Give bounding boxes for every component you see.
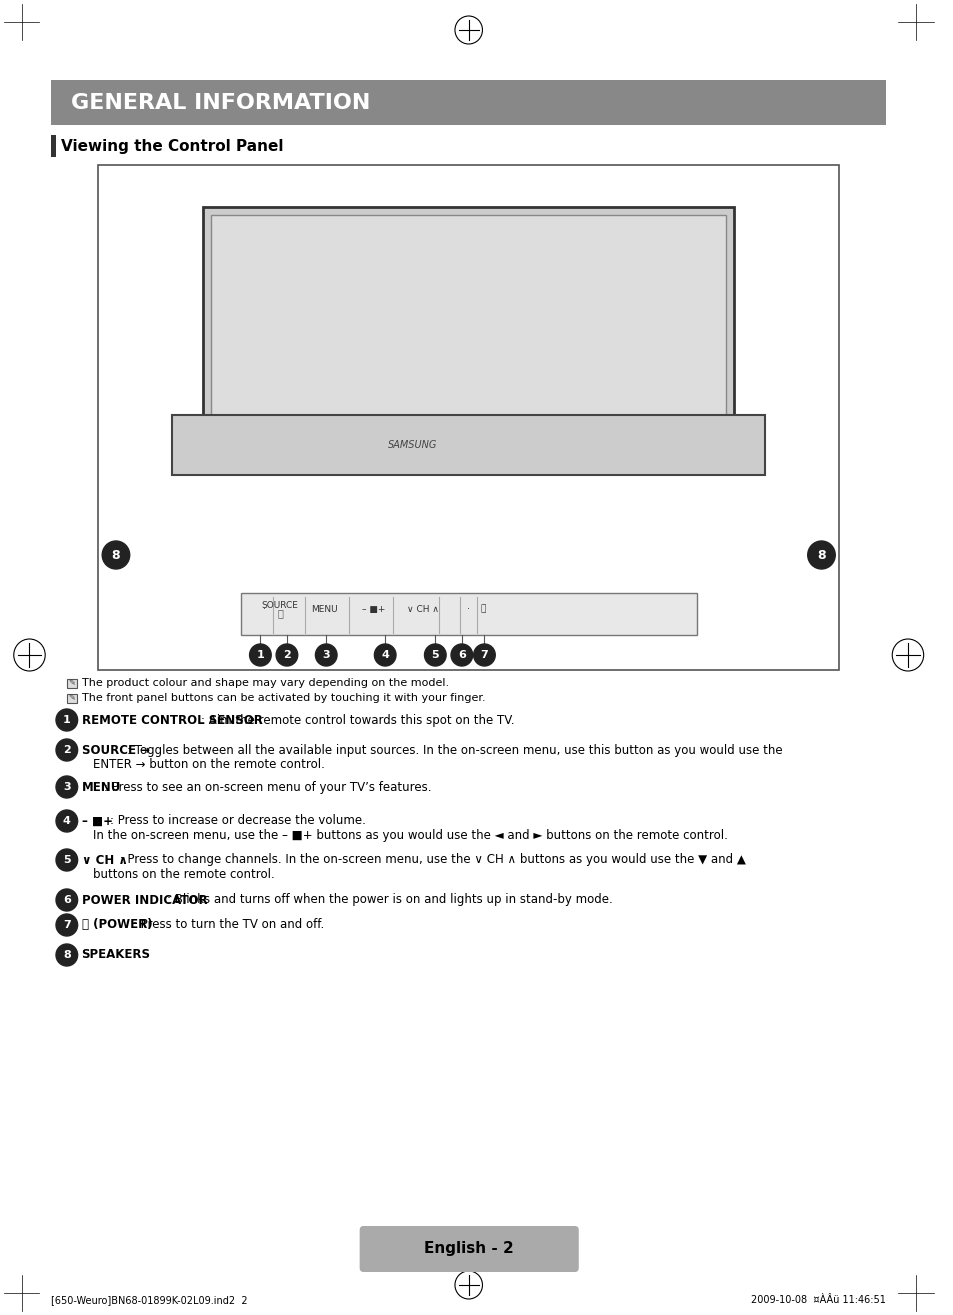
Text: SOURCE →: SOURCE → <box>81 743 150 756</box>
FancyBboxPatch shape <box>67 693 77 702</box>
Text: ⬜: ⬜ <box>276 608 283 618</box>
Text: 1: 1 <box>256 650 264 660</box>
Circle shape <box>56 889 77 911</box>
Text: 8: 8 <box>63 949 71 960</box>
Text: GENERAL INFORMATION: GENERAL INFORMATION <box>71 93 370 113</box>
Circle shape <box>56 849 77 871</box>
Text: SAMSUNG: SAMSUNG <box>388 441 436 450</box>
Circle shape <box>56 709 77 731</box>
FancyBboxPatch shape <box>203 206 733 443</box>
Text: 6: 6 <box>63 896 71 905</box>
Text: 7: 7 <box>480 650 488 660</box>
Text: 4: 4 <box>63 817 71 826</box>
Text: ·: · <box>466 604 469 614</box>
Text: MENU: MENU <box>311 605 337 614</box>
Text: The product colour and shape may vary depending on the model.: The product colour and shape may vary de… <box>81 679 448 688</box>
Text: 4: 4 <box>381 650 389 660</box>
FancyBboxPatch shape <box>240 593 696 635</box>
Text: SOURCE: SOURCE <box>261 601 298 609</box>
Text: 3: 3 <box>63 782 71 792</box>
Text: ✎: ✎ <box>69 679 75 688</box>
Circle shape <box>473 644 495 665</box>
Circle shape <box>56 944 77 967</box>
Bar <box>51 135 56 156</box>
Text: 5: 5 <box>431 650 438 660</box>
Text: 8: 8 <box>112 548 120 562</box>
Circle shape <box>56 810 77 832</box>
Circle shape <box>56 739 77 761</box>
Text: REMOTE CONTROL SENSOR: REMOTE CONTROL SENSOR <box>81 714 262 726</box>
Text: – ■+: – ■+ <box>361 605 385 614</box>
Text: : Aim the remote control towards this spot on the TV.: : Aim the remote control towards this sp… <box>201 714 515 726</box>
FancyBboxPatch shape <box>172 416 764 475</box>
Text: 1: 1 <box>63 715 71 725</box>
Text: MENU: MENU <box>81 781 121 793</box>
Text: 2009-10-08  ¤ÀÂü 11:46:51: 2009-10-08 ¤ÀÂü 11:46:51 <box>751 1295 885 1304</box>
Text: English - 2: English - 2 <box>423 1241 513 1257</box>
Text: ∨ CH ∧: ∨ CH ∧ <box>81 853 128 867</box>
Circle shape <box>451 644 472 665</box>
Circle shape <box>315 644 336 665</box>
Text: ✎: ✎ <box>69 693 75 702</box>
Text: : Press to see an on-screen menu of your TV’s features.: : Press to see an on-screen menu of your… <box>104 781 432 793</box>
Text: 3: 3 <box>322 650 330 660</box>
Text: : Blinks and turns off when the power is on and lights up in stand-by mode.: : Blinks and turns off when the power is… <box>167 893 612 906</box>
Text: ENTER → button on the remote control.: ENTER → button on the remote control. <box>93 757 325 771</box>
Circle shape <box>374 644 395 665</box>
FancyBboxPatch shape <box>98 164 839 671</box>
Text: POWER INDICATOR: POWER INDICATOR <box>81 893 207 906</box>
Text: Viewing the Control Panel: Viewing the Control Panel <box>61 138 283 154</box>
Text: : Press to change channels. In the on-screen menu, use the ∨ CH ∧ buttons as you: : Press to change channels. In the on-sc… <box>115 853 745 867</box>
Text: : Press to turn the TV on and off.: : Press to turn the TV on and off. <box>132 918 324 931</box>
Text: 8: 8 <box>817 548 825 562</box>
Text: In the on-screen menu, use the – ■+ buttons as you would use the ◄ and ► buttons: In the on-screen menu, use the – ■+ butt… <box>93 828 727 842</box>
Text: 7: 7 <box>63 920 71 930</box>
Circle shape <box>250 644 271 665</box>
FancyBboxPatch shape <box>211 214 725 435</box>
Circle shape <box>56 914 77 936</box>
Ellipse shape <box>346 443 591 463</box>
Text: : Toggles between all the available input sources. In the on-screen menu, use th: : Toggles between all the available inpu… <box>127 743 782 756</box>
Text: ⏻: ⏻ <box>480 605 486 614</box>
Text: – ■+: – ■+ <box>81 814 116 827</box>
Circle shape <box>424 644 446 665</box>
FancyBboxPatch shape <box>51 80 885 125</box>
Text: ·: · <box>263 604 266 614</box>
FancyBboxPatch shape <box>359 1226 578 1272</box>
Text: The front panel buttons can be activated by touching it with your finger.: The front panel buttons can be activated… <box>81 693 485 704</box>
Text: SPEAKERS: SPEAKERS <box>81 948 151 961</box>
FancyBboxPatch shape <box>67 679 77 688</box>
Circle shape <box>275 644 297 665</box>
Text: : Press to increase or decrease the volume.: : Press to increase or decrease the volu… <box>110 814 366 827</box>
Text: buttons on the remote control.: buttons on the remote control. <box>93 868 274 881</box>
Circle shape <box>102 540 130 569</box>
Circle shape <box>807 540 835 569</box>
Text: 6: 6 <box>457 650 465 660</box>
Text: ⏻ (POWER): ⏻ (POWER) <box>81 918 152 931</box>
Text: 2: 2 <box>283 650 291 660</box>
Text: 2: 2 <box>63 746 71 755</box>
Text: 5: 5 <box>63 855 71 865</box>
Text: ∨ CH ∧: ∨ CH ∧ <box>406 605 438 614</box>
Text: [650-Weuro]BN68-01899K-02L09.ind2  2: [650-Weuro]BN68-01899K-02L09.ind2 2 <box>51 1295 248 1304</box>
Circle shape <box>56 776 77 798</box>
